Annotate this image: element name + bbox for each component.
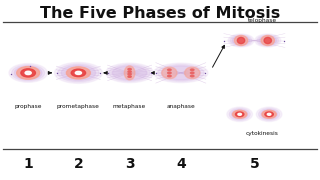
Ellipse shape bbox=[67, 67, 91, 79]
Ellipse shape bbox=[257, 35, 279, 46]
Ellipse shape bbox=[168, 72, 171, 74]
Ellipse shape bbox=[128, 71, 131, 72]
Ellipse shape bbox=[229, 108, 250, 120]
Ellipse shape bbox=[230, 35, 252, 46]
Ellipse shape bbox=[162, 67, 177, 79]
Text: metaphase: metaphase bbox=[113, 104, 146, 109]
Ellipse shape bbox=[124, 66, 135, 80]
Ellipse shape bbox=[168, 69, 171, 71]
Ellipse shape bbox=[17, 67, 40, 79]
Ellipse shape bbox=[54, 62, 102, 83]
Ellipse shape bbox=[109, 65, 150, 81]
Ellipse shape bbox=[14, 66, 42, 80]
Ellipse shape bbox=[232, 36, 250, 45]
Ellipse shape bbox=[233, 110, 247, 118]
Ellipse shape bbox=[9, 64, 47, 82]
Ellipse shape bbox=[262, 110, 276, 118]
Ellipse shape bbox=[112, 66, 147, 80]
Ellipse shape bbox=[21, 69, 36, 77]
Ellipse shape bbox=[227, 107, 252, 122]
Ellipse shape bbox=[231, 110, 248, 119]
Ellipse shape bbox=[106, 63, 154, 83]
Text: 5: 5 bbox=[250, 157, 259, 171]
Text: 3: 3 bbox=[125, 157, 134, 171]
Ellipse shape bbox=[234, 35, 248, 46]
Ellipse shape bbox=[238, 113, 242, 115]
Ellipse shape bbox=[71, 69, 86, 77]
Ellipse shape bbox=[61, 65, 96, 80]
Ellipse shape bbox=[261, 35, 275, 46]
Ellipse shape bbox=[128, 68, 131, 70]
Ellipse shape bbox=[259, 36, 276, 45]
Text: prophase: prophase bbox=[14, 104, 42, 109]
Ellipse shape bbox=[228, 34, 254, 47]
Ellipse shape bbox=[157, 65, 204, 81]
Ellipse shape bbox=[154, 63, 208, 83]
Ellipse shape bbox=[58, 64, 99, 82]
Ellipse shape bbox=[261, 110, 277, 119]
Ellipse shape bbox=[264, 37, 271, 44]
Ellipse shape bbox=[236, 112, 244, 117]
Ellipse shape bbox=[168, 75, 171, 77]
Text: anaphase: anaphase bbox=[166, 104, 195, 109]
Text: prometaphase: prometaphase bbox=[57, 104, 100, 109]
Ellipse shape bbox=[267, 113, 271, 115]
Text: cytokinesis: cytokinesis bbox=[246, 131, 279, 136]
Ellipse shape bbox=[265, 112, 273, 117]
Text: 2: 2 bbox=[74, 157, 83, 171]
Ellipse shape bbox=[237, 37, 245, 44]
Ellipse shape bbox=[256, 107, 282, 122]
Ellipse shape bbox=[185, 67, 200, 79]
Text: 4: 4 bbox=[176, 157, 186, 171]
Ellipse shape bbox=[75, 71, 82, 75]
Ellipse shape bbox=[190, 75, 194, 77]
Text: The Five Phases of Mitosis: The Five Phases of Mitosis bbox=[40, 6, 280, 21]
Ellipse shape bbox=[128, 73, 131, 75]
Ellipse shape bbox=[190, 72, 194, 74]
Ellipse shape bbox=[25, 71, 31, 75]
Ellipse shape bbox=[190, 69, 194, 71]
Ellipse shape bbox=[128, 76, 131, 77]
Ellipse shape bbox=[259, 108, 280, 120]
Text: 1: 1 bbox=[23, 157, 33, 171]
Ellipse shape bbox=[255, 34, 281, 47]
Ellipse shape bbox=[12, 65, 45, 81]
Ellipse shape bbox=[161, 66, 200, 80]
Text: telophase: telophase bbox=[248, 18, 277, 23]
